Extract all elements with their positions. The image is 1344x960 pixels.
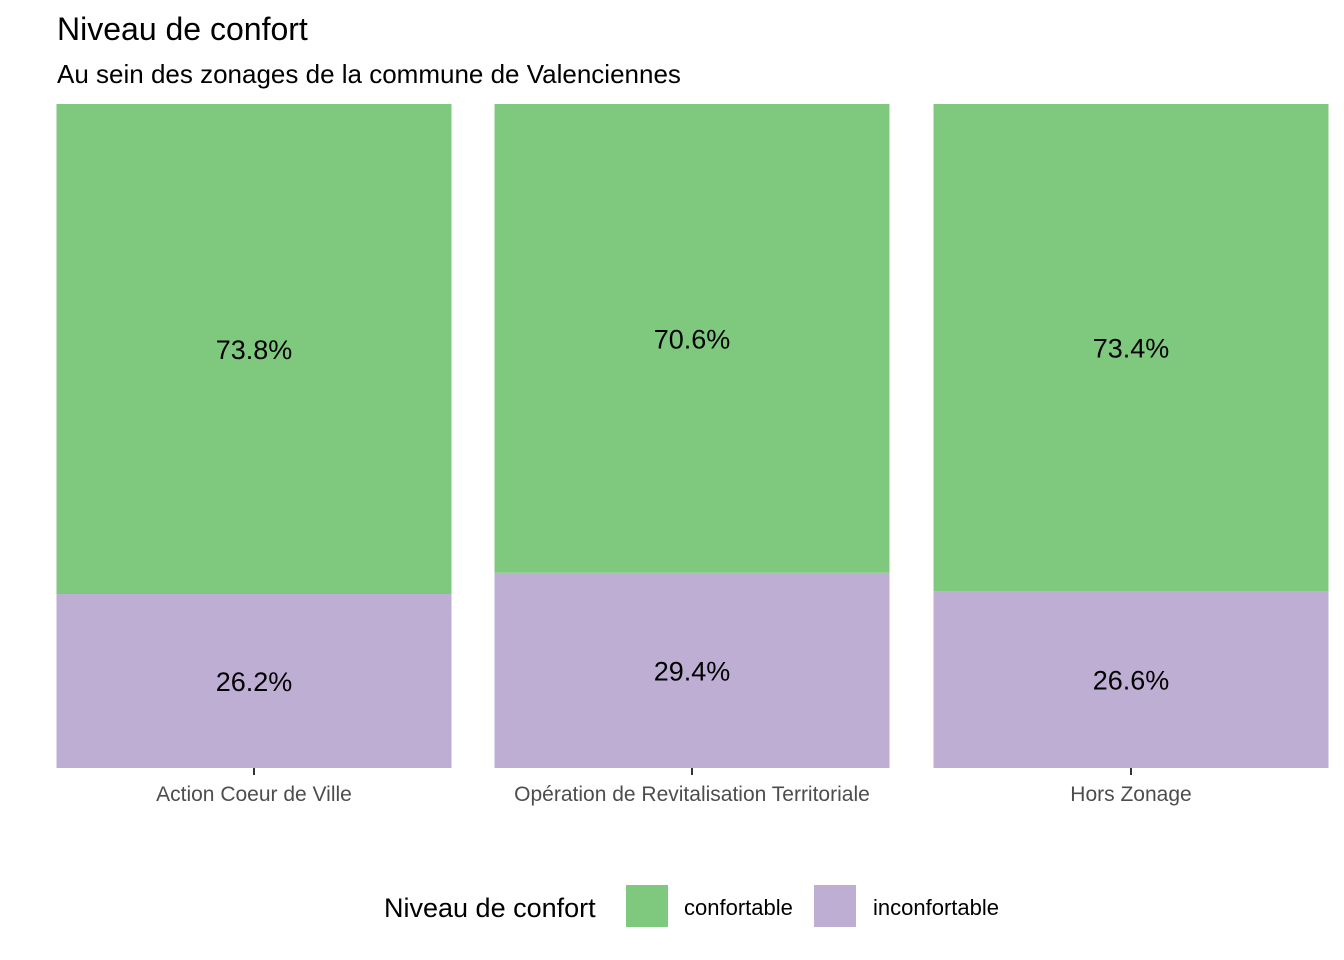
legend-label-inconfortable: inconfortable <box>873 895 999 920</box>
legend-key-confortable <box>625 884 669 928</box>
legend-key-inconfortable <box>813 884 857 928</box>
plot-area: 26.2% 73.8% Action Coeur de Ville 29.4% 70.6… <box>56 104 1329 806</box>
bar-confortable-2 <box>494 104 890 573</box>
bar-label-confortable-1: 73.8% <box>216 335 293 365</box>
bar-label-inconfortable-1: 26.2% <box>216 667 293 697</box>
x-tick-label-1: Action Coeur de Ville <box>156 783 352 806</box>
x-tick-label-3: Hors Zonage <box>1070 783 1191 806</box>
legend-label-confortable: confortable <box>684 895 793 920</box>
legend-title: Niveau de confort <box>384 893 596 923</box>
chart-title: Niveau de confort <box>57 11 308 47</box>
chart-subtitle: Au sein des zonages de la commune de Val… <box>57 59 681 89</box>
bar-label-inconfortable-2: 29.4% <box>654 656 731 686</box>
bar-inconfortable-1 <box>56 594 452 768</box>
bar-label-confortable-2: 70.6% <box>654 324 731 354</box>
bar-confortable-1 <box>56 104 452 595</box>
bar-label-confortable-3: 73.4% <box>1093 334 1170 364</box>
legend: Niveau de confort confortable inconforta… <box>0 884 1344 930</box>
bar-confortable-3 <box>933 104 1329 592</box>
bar-label-inconfortable-3: 26.6% <box>1093 666 1170 696</box>
x-tick-label-2: Opération de Revitalisation Territoriale <box>514 783 870 806</box>
bar-inconfortable-3 <box>933 591 1329 768</box>
bar-inconfortable-2 <box>494 572 890 768</box>
